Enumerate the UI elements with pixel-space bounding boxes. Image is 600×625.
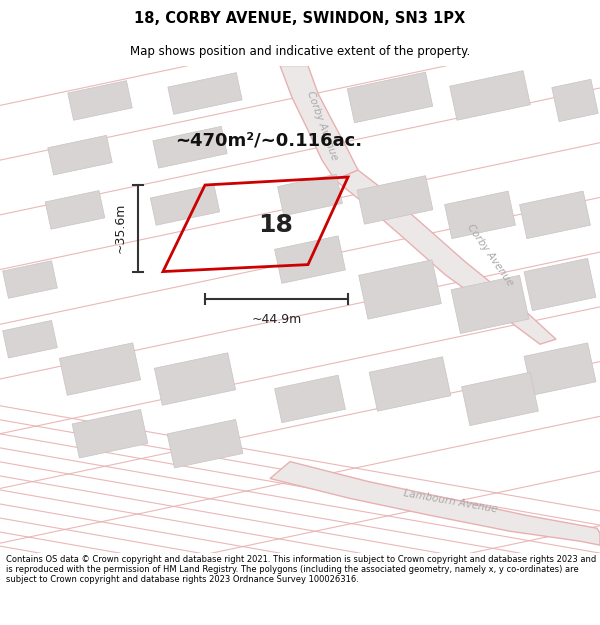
Polygon shape xyxy=(68,81,132,120)
Polygon shape xyxy=(369,357,451,411)
Text: Map shows position and indicative extent of the property.: Map shows position and indicative extent… xyxy=(130,45,470,58)
Polygon shape xyxy=(154,352,236,405)
Text: 18, CORBY AVENUE, SWINDON, SN3 1PX: 18, CORBY AVENUE, SWINDON, SN3 1PX xyxy=(134,11,466,26)
Text: Corby Avenue: Corby Avenue xyxy=(305,89,339,161)
Polygon shape xyxy=(451,275,529,334)
Polygon shape xyxy=(2,321,58,358)
Polygon shape xyxy=(275,375,346,423)
Polygon shape xyxy=(449,71,530,120)
Polygon shape xyxy=(347,72,433,122)
Polygon shape xyxy=(461,372,538,426)
Polygon shape xyxy=(280,66,358,180)
Polygon shape xyxy=(59,343,140,396)
Text: ~470m²/~0.116ac.: ~470m²/~0.116ac. xyxy=(175,131,362,149)
Polygon shape xyxy=(168,72,242,114)
Polygon shape xyxy=(153,126,227,168)
Polygon shape xyxy=(357,176,433,224)
Text: ~35.6m: ~35.6m xyxy=(113,203,127,254)
Polygon shape xyxy=(524,258,596,311)
Polygon shape xyxy=(72,409,148,458)
Polygon shape xyxy=(359,260,442,319)
Polygon shape xyxy=(520,191,590,239)
Polygon shape xyxy=(524,343,596,395)
Text: 18: 18 xyxy=(259,213,293,236)
Text: Corby Avenue: Corby Avenue xyxy=(465,222,515,288)
Polygon shape xyxy=(48,136,112,175)
Text: Lambourn Avenue: Lambourn Avenue xyxy=(402,488,498,514)
Polygon shape xyxy=(552,79,598,122)
Polygon shape xyxy=(335,170,556,344)
Polygon shape xyxy=(150,184,220,225)
Polygon shape xyxy=(45,191,105,229)
Text: Contains OS data © Crown copyright and database right 2021. This information is : Contains OS data © Crown copyright and d… xyxy=(6,554,596,584)
Polygon shape xyxy=(275,236,346,283)
Polygon shape xyxy=(445,191,515,239)
Polygon shape xyxy=(2,261,58,298)
Polygon shape xyxy=(167,419,243,468)
Polygon shape xyxy=(270,462,600,545)
Text: ~44.9m: ~44.9m xyxy=(251,313,302,326)
Polygon shape xyxy=(278,174,343,216)
